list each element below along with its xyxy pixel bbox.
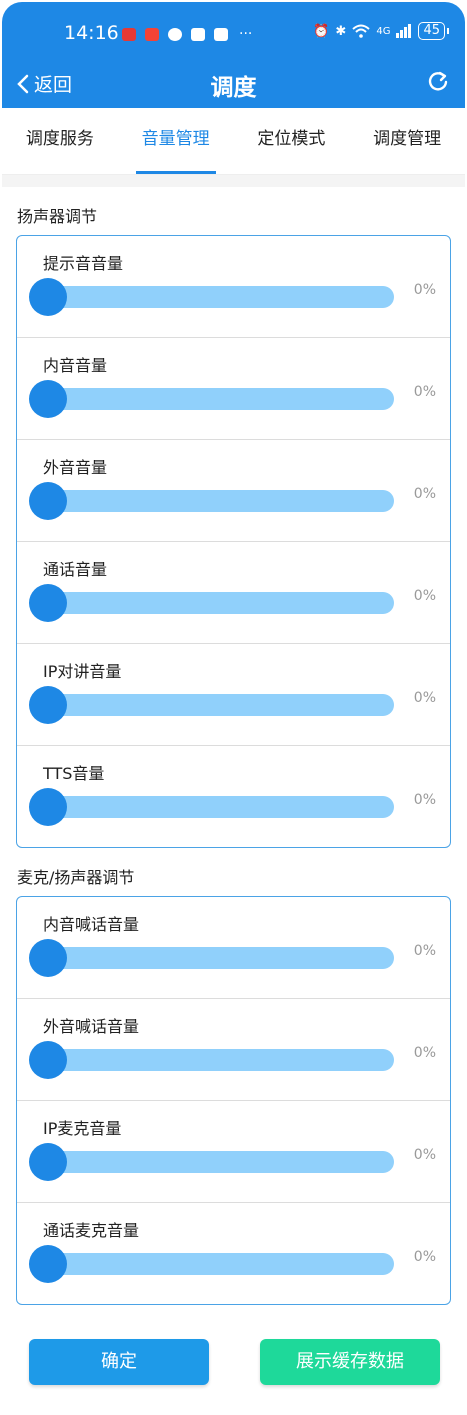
volume-label: 通话麦克音量 xyxy=(43,1217,139,1241)
volume-slider-track[interactable] xyxy=(45,796,394,818)
network-type: 4G xyxy=(376,26,390,37)
status-time: 14:16 xyxy=(64,22,119,44)
volume-label: TTS音量 xyxy=(43,760,104,784)
volume-value: 0% xyxy=(414,792,436,808)
volume-value: 0% xyxy=(414,282,436,298)
volume-slider-thumb[interactable] xyxy=(29,788,67,826)
volume-label: 外音喊话音量 xyxy=(43,1013,139,1037)
volume-slider-track[interactable] xyxy=(45,592,394,614)
volume-slider-track[interactable] xyxy=(45,1049,394,1071)
volume-label: IP对讲音量 xyxy=(43,658,121,682)
volume-row: 内音音量 0% xyxy=(17,337,450,439)
mail-icon xyxy=(214,28,228,41)
alarm-icon: ⏰ xyxy=(313,24,329,39)
volume-slider-track[interactable] xyxy=(45,286,394,308)
volume-slider-thumb[interactable] xyxy=(29,278,67,316)
notification-icons: ··· xyxy=(122,26,252,42)
tab-volume-management[interactable]: 音量管理 xyxy=(118,108,234,174)
notification-app-icon xyxy=(122,28,136,41)
volume-slider-track[interactable] xyxy=(45,947,394,969)
speaker-panel: 提示音音量 0% 内音音量 0% 外音音量 0% 通话音量 0% IP对讲音量 xyxy=(16,235,451,848)
notification-app-icon xyxy=(191,28,205,41)
volume-row: 内音喊话音量 0% xyxy=(17,897,450,998)
volume-label: 通话音量 xyxy=(43,556,107,580)
volume-slider-track[interactable] xyxy=(45,694,394,716)
volume-label: 内音音量 xyxy=(43,352,107,376)
volume-slider-thumb[interactable] xyxy=(29,584,67,622)
tab-dispatch-management[interactable]: 调度管理 xyxy=(349,108,465,174)
volume-value: 0% xyxy=(414,1249,436,1265)
volume-slider-track[interactable] xyxy=(45,1151,394,1173)
volume-row: IP对讲音量 0% xyxy=(17,643,450,745)
volume-slider-thumb[interactable] xyxy=(29,380,67,418)
signal-icon xyxy=(396,24,412,38)
battery-indicator: 45 xyxy=(418,22,445,40)
volume-slider-thumb[interactable] xyxy=(29,1245,67,1283)
app-header: 返回 调度 xyxy=(2,60,465,108)
section-title-mic-speaker: 麦克/扬声器调节 xyxy=(17,864,465,886)
tab-bar: 调度服务 音量管理 定位模式 调度管理 xyxy=(2,108,465,175)
show-cache-button[interactable]: 展示缓存数据 xyxy=(260,1339,440,1385)
volume-slider-thumb[interactable] xyxy=(29,482,67,520)
volume-row: 外音音量 0% xyxy=(17,439,450,541)
volume-row: IP麦克音量 0% xyxy=(17,1100,450,1202)
volume-value: 0% xyxy=(414,486,436,502)
volume-slider-thumb[interactable] xyxy=(29,939,67,977)
bottom-actions: 确定 展示缓存数据 xyxy=(2,1339,465,1385)
refresh-button[interactable] xyxy=(427,70,449,96)
more-notifications-icon: ··· xyxy=(239,26,252,42)
volume-row: 外音喊话音量 0% xyxy=(17,998,450,1100)
volume-label: 外音音量 xyxy=(43,454,107,478)
volume-row: 提示音音量 0% xyxy=(17,236,450,337)
status-bar: 14:16 ··· ⏰ ✱ 4G xyxy=(2,2,465,60)
volume-row: 通话麦克音量 0% xyxy=(17,1202,450,1304)
volume-value: 0% xyxy=(414,1045,436,1061)
system-icons: ⏰ ✱ 4G 45 xyxy=(313,22,445,40)
notification-app-icon xyxy=(145,28,159,41)
volume-row: TTS音量 0% xyxy=(17,745,450,847)
confirm-button[interactable]: 确定 xyxy=(29,1339,209,1385)
tab-dispatch-service[interactable]: 调度服务 xyxy=(2,108,118,174)
volume-value: 0% xyxy=(414,1147,436,1163)
refresh-icon xyxy=(427,70,449,92)
divider xyxy=(2,175,465,187)
mic-speaker-panel: 内音喊话音量 0% 外音喊话音量 0% IP麦克音量 0% 通话麦克音量 0% xyxy=(16,896,451,1305)
message-icon xyxy=(168,28,182,41)
volume-slider-track[interactable] xyxy=(45,1253,394,1275)
page-title: 调度 xyxy=(2,68,465,102)
volume-label: 内音喊话音量 xyxy=(43,911,139,935)
volume-slider-track[interactable] xyxy=(45,388,394,410)
volume-row: 通话音量 0% xyxy=(17,541,450,643)
section-title-speaker: 扬声器调节 xyxy=(17,203,465,225)
volume-slider-thumb[interactable] xyxy=(29,686,67,724)
volume-slider-thumb[interactable] xyxy=(29,1143,67,1181)
tab-positioning-mode[interactable]: 定位模式 xyxy=(234,108,350,174)
volume-value: 0% xyxy=(414,943,436,959)
volume-value: 0% xyxy=(414,588,436,604)
wifi-icon xyxy=(352,24,370,38)
volume-value: 0% xyxy=(414,384,436,400)
top-bar: 14:16 ··· ⏰ ✱ 4G xyxy=(2,2,465,108)
volume-slider-track[interactable] xyxy=(45,490,394,512)
bluetooth-icon: ✱ xyxy=(335,24,346,39)
volume-label: 提示音音量 xyxy=(43,250,123,274)
volume-label: IP麦克音量 xyxy=(43,1115,121,1139)
volume-slider-thumb[interactable] xyxy=(29,1041,67,1079)
volume-value: 0% xyxy=(414,690,436,706)
